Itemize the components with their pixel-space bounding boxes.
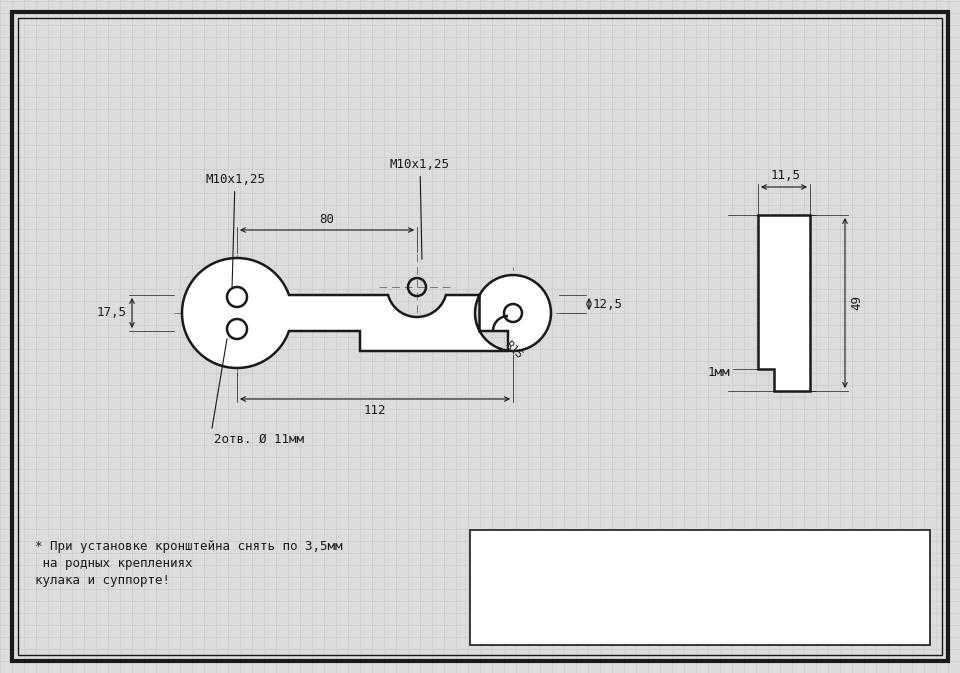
Text: 112: 112 — [364, 404, 386, 417]
Text: материал: Сталь СТ3, 20, 45, 40Х, 30ХГСА: материал: Сталь СТ3, 20, 45, 40Х, 30ХГСА — [488, 612, 788, 625]
Bar — [470, 530, 930, 645]
Text: * При установке кронштейна снять по 3,5мм: * При установке кронштейна снять по 3,5м… — [35, 540, 343, 553]
Text: 12,5: 12,5 — [593, 297, 623, 310]
Text: 17,5: 17,5 — [97, 306, 127, 320]
Text: 2отв. Ø 11мм: 2отв. Ø 11мм — [214, 433, 304, 446]
Polygon shape — [758, 215, 810, 391]
Text: суппорта BMW на поворотный: суппорта BMW на поворотный — [488, 568, 690, 581]
Text: кулак ВАЗ ПП: кулак ВАЗ ПП — [488, 590, 586, 603]
Text: Кронштейн крепления тормозного: Кронштейн крепления тормозного — [488, 546, 713, 559]
Text: кулака и суппорте!: кулака и суппорте! — [35, 574, 170, 587]
Text: R15: R15 — [503, 339, 524, 360]
Text: М10х1,25: М10х1,25 — [205, 173, 265, 287]
Polygon shape — [182, 258, 551, 368]
Text: 1мм: 1мм — [708, 365, 730, 378]
Text: 49: 49 — [850, 295, 863, 310]
Text: М10х1,25: М10х1,25 — [390, 158, 450, 259]
Text: на родных креплениях: на родных креплениях — [35, 557, 193, 570]
Text: 80: 80 — [320, 213, 334, 226]
Text: 11,5: 11,5 — [771, 169, 801, 182]
